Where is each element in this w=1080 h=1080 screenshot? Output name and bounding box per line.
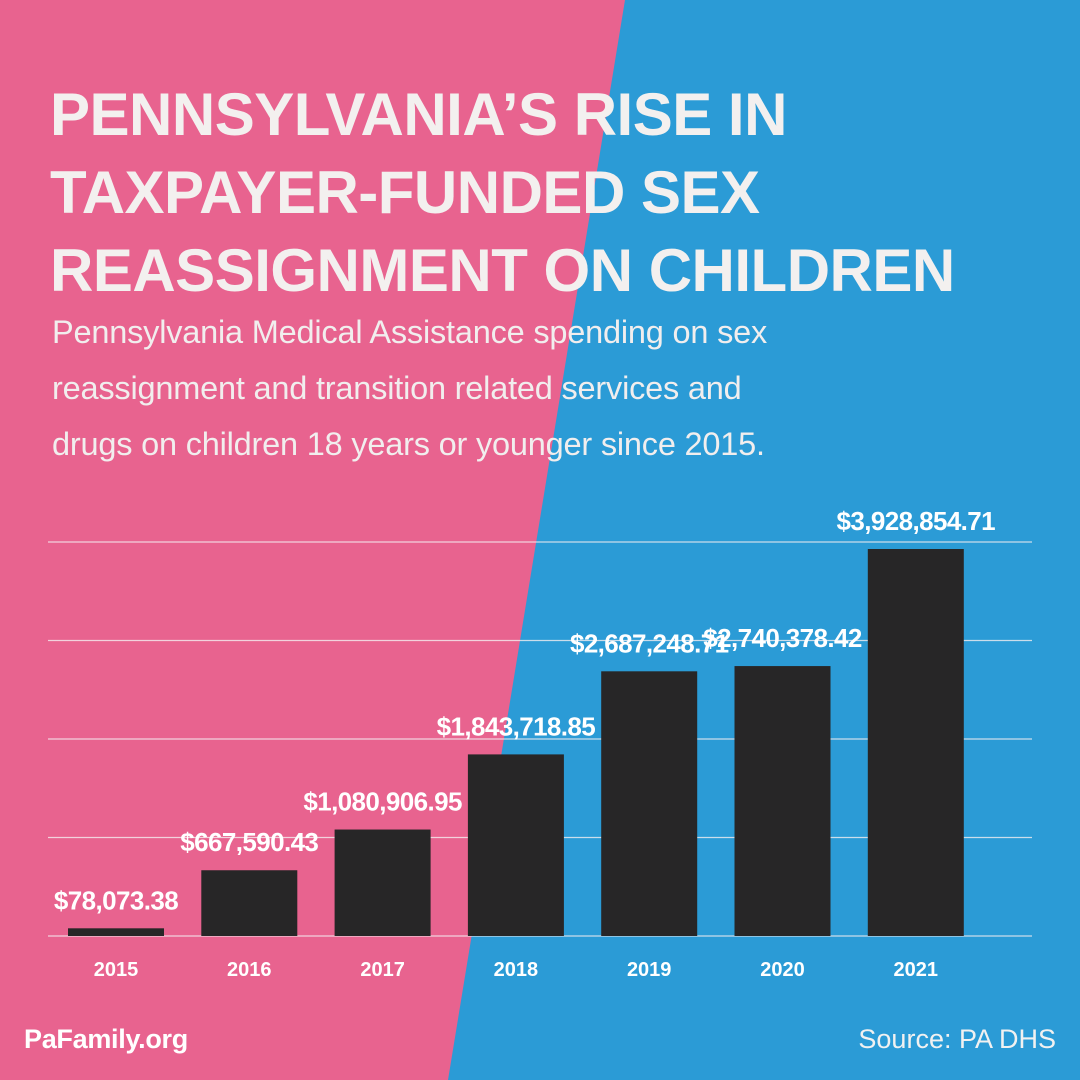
bar-2019 (601, 671, 698, 936)
value-label-2019: $2,687,248.71 (570, 628, 729, 658)
bar-2020 (734, 666, 831, 936)
title-line: REASSIGNMENT ON CHILDREN (50, 237, 955, 304)
bar-2021 (867, 549, 964, 936)
tick-label-2015: 2015 (94, 959, 139, 981)
subtitle-line: Pennsylvania Medical Assistance spending… (52, 314, 768, 350)
bar-2017 (334, 829, 431, 936)
source-note: Source: PA DHS (858, 1024, 1056, 1054)
value-label-2015: $78,073.38 (54, 885, 178, 915)
chart-subtitle: Pennsylvania Medical Assistance spending… (52, 304, 1062, 472)
tick-label-2019: 2019 (627, 959, 672, 981)
bar-2018 (467, 754, 564, 936)
title-line: PENNSYLVANIA’S RISE IN (50, 81, 787, 148)
value-label-2018: $1,843,718.85 (437, 711, 596, 741)
brand-name: PaFamily.org (24, 1024, 188, 1054)
tick-label-2017: 2017 (360, 959, 405, 981)
bar-2015 (68, 928, 164, 936)
value-label-2017: $1,080,906.95 (303, 787, 462, 817)
subtitle-line: drugs on children 18 years or younger si… (52, 426, 765, 462)
tick-label-2020: 2020 (760, 959, 805, 981)
tick-label-2021: 2021 (894, 959, 939, 981)
tick-label-2018: 2018 (494, 959, 539, 981)
value-label-2021: $3,928,854.71 (837, 506, 996, 536)
bar-2016 (201, 870, 298, 936)
title-line: TAXPAYER-FUNDED SEX (50, 159, 760, 226)
chart-title: PENNSYLVANIA’S RISE IN TAXPAYER-FUNDED S… (50, 76, 1040, 310)
value-label-2020: $2,740,378.42 (703, 623, 862, 653)
tick-label-2016: 2016 (227, 959, 272, 981)
value-label-2016: $667,590.43 (180, 827, 318, 857)
subtitle-line: reassignment and transition related serv… (52, 370, 742, 406)
